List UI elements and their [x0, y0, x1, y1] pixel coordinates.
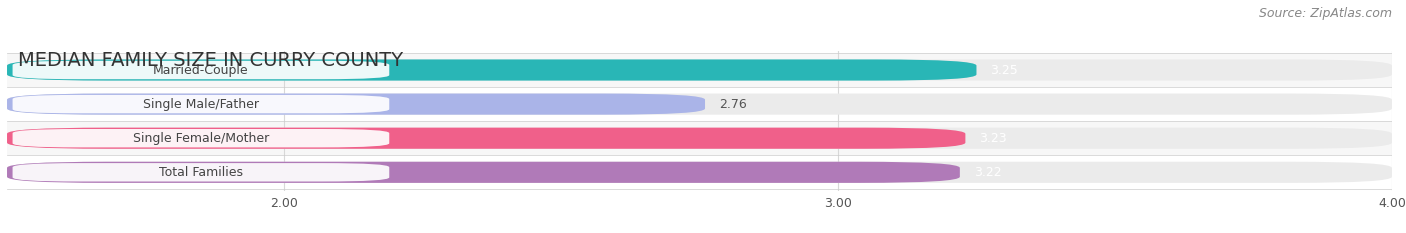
- Text: 3.23: 3.23: [979, 132, 1007, 145]
- FancyBboxPatch shape: [7, 87, 1392, 121]
- Text: 3.22: 3.22: [974, 166, 1001, 179]
- Text: MEDIAN FAMILY SIZE IN CURRY COUNTY: MEDIAN FAMILY SIZE IN CURRY COUNTY: [18, 51, 404, 70]
- FancyBboxPatch shape: [13, 95, 389, 113]
- FancyBboxPatch shape: [7, 93, 704, 115]
- FancyBboxPatch shape: [7, 121, 1392, 155]
- FancyBboxPatch shape: [7, 155, 1392, 189]
- FancyBboxPatch shape: [7, 93, 1392, 115]
- Text: Source: ZipAtlas.com: Source: ZipAtlas.com: [1258, 7, 1392, 20]
- FancyBboxPatch shape: [7, 162, 1392, 183]
- Text: Single Female/Mother: Single Female/Mother: [132, 132, 269, 145]
- FancyBboxPatch shape: [7, 128, 1392, 149]
- Text: 2.76: 2.76: [718, 98, 747, 111]
- FancyBboxPatch shape: [7, 53, 1392, 87]
- FancyBboxPatch shape: [7, 59, 977, 81]
- FancyBboxPatch shape: [7, 59, 1392, 81]
- Text: 3.25: 3.25: [990, 64, 1018, 76]
- Text: Single Male/Father: Single Male/Father: [143, 98, 259, 111]
- Text: Married-Couple: Married-Couple: [153, 64, 249, 76]
- FancyBboxPatch shape: [7, 128, 966, 149]
- FancyBboxPatch shape: [13, 163, 389, 182]
- FancyBboxPatch shape: [7, 162, 960, 183]
- FancyBboxPatch shape: [13, 129, 389, 147]
- FancyBboxPatch shape: [13, 61, 389, 79]
- Text: Total Families: Total Families: [159, 166, 243, 179]
